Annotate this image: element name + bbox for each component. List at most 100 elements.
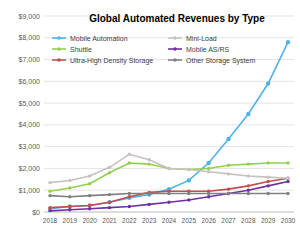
data-point	[147, 162, 150, 165]
legend-label: Other Storage System	[186, 57, 255, 65]
data-point	[286, 161, 289, 164]
chart-title: Global Automated Revenues by Type	[89, 13, 265, 24]
data-point	[48, 206, 51, 209]
data-point	[187, 192, 190, 195]
legend-label: Shuttle	[70, 46, 92, 53]
data-point	[247, 192, 250, 195]
y-tick-label: $4,000	[19, 121, 41, 128]
y-tick-label: $2,000	[19, 165, 41, 172]
legend-marker	[57, 58, 61, 62]
y-tick-label: $1,000	[19, 187, 41, 194]
data-point	[48, 181, 51, 184]
data-point	[68, 186, 71, 189]
legend-swatch	[168, 59, 182, 61]
data-point	[147, 192, 150, 195]
legend-label: Mini-Load	[186, 35, 217, 42]
x-tick-label: 2022	[122, 217, 137, 224]
data-point	[286, 180, 289, 183]
data-point	[88, 174, 91, 177]
data-point	[167, 167, 170, 170]
grid	[44, 16, 294, 212]
grid-line	[44, 81, 294, 82]
data-point	[88, 204, 91, 207]
legend-marker	[173, 58, 177, 62]
data-point	[286, 177, 289, 180]
legend-swatch	[52, 48, 66, 50]
data-point	[207, 167, 210, 170]
data-point	[108, 201, 111, 204]
data-point	[286, 177, 289, 180]
legend-marker	[173, 36, 177, 40]
data-point	[227, 172, 230, 175]
data-point	[206, 161, 210, 165]
data-point	[266, 175, 269, 178]
data-point	[226, 137, 230, 141]
data-point	[227, 192, 230, 195]
x-tick-label: 2026	[201, 217, 216, 224]
data-point	[48, 194, 51, 197]
data-point	[207, 192, 210, 195]
series-line	[50, 154, 288, 182]
x-tick-label: 2023	[142, 217, 157, 224]
data-point	[167, 167, 170, 170]
legend-marker	[57, 36, 61, 40]
data-point	[227, 163, 230, 166]
legend-swatch	[168, 48, 182, 50]
data-point	[266, 184, 269, 187]
y-tick-label: $7,000	[19, 56, 41, 63]
data-point	[128, 192, 131, 195]
chart-container: $0$1,000$2,000$3,000$4,000$5,000$6,000$7…	[0, 0, 300, 237]
data-point	[167, 201, 170, 204]
legend-swatch	[52, 37, 66, 39]
data-point	[187, 168, 190, 171]
data-point	[68, 179, 71, 182]
data-point	[227, 187, 230, 190]
y-tick-label: $6,000	[19, 78, 41, 85]
data-point	[286, 40, 290, 44]
data-point	[128, 205, 131, 208]
data-point	[247, 189, 250, 192]
data-point	[68, 195, 71, 198]
data-point	[207, 170, 210, 173]
y-tick-label: $5,000	[19, 100, 41, 107]
data-point	[187, 178, 191, 182]
data-point	[48, 190, 51, 193]
series-line	[50, 182, 288, 211]
chart: $0$1,000$2,000$3,000$4,000$5,000$6,000$7…	[0, 0, 300, 237]
data-point	[167, 192, 170, 195]
data-point	[247, 174, 250, 177]
data-point	[246, 112, 250, 116]
plot-area	[48, 40, 290, 212]
data-point	[128, 161, 131, 164]
x-tick-label: 2029	[261, 217, 276, 224]
data-point	[266, 180, 269, 183]
data-point	[147, 203, 150, 206]
data-point	[207, 195, 210, 198]
data-point	[187, 168, 190, 171]
series-line	[50, 178, 288, 207]
legend-label: Mobile Automation	[70, 35, 128, 42]
data-point	[286, 192, 289, 195]
data-point	[227, 192, 230, 195]
x-tick-label: 2028	[241, 217, 256, 224]
x-tick-label: 2027	[221, 217, 236, 224]
grid-line	[44, 212, 294, 213]
legend-marker	[173, 47, 177, 51]
data-point	[128, 153, 131, 156]
x-tick-label: 2019	[63, 217, 78, 224]
x-tick-label: 2021	[102, 217, 117, 224]
data-point	[128, 195, 131, 198]
x-axis-line	[44, 212, 294, 213]
data-point	[87, 203, 91, 207]
y-tick-label: $8,000	[19, 34, 41, 41]
data-point	[266, 192, 269, 195]
legend-swatch	[168, 37, 182, 39]
x-tick-label: 2025	[182, 217, 197, 224]
x-tick-label: 2018	[43, 217, 58, 224]
data-point	[247, 184, 250, 187]
data-point	[68, 205, 71, 208]
data-point	[88, 194, 91, 197]
data-point	[147, 158, 150, 161]
data-point	[108, 171, 111, 174]
legend-label: Ultra-High Density Storage	[70, 57, 153, 65]
